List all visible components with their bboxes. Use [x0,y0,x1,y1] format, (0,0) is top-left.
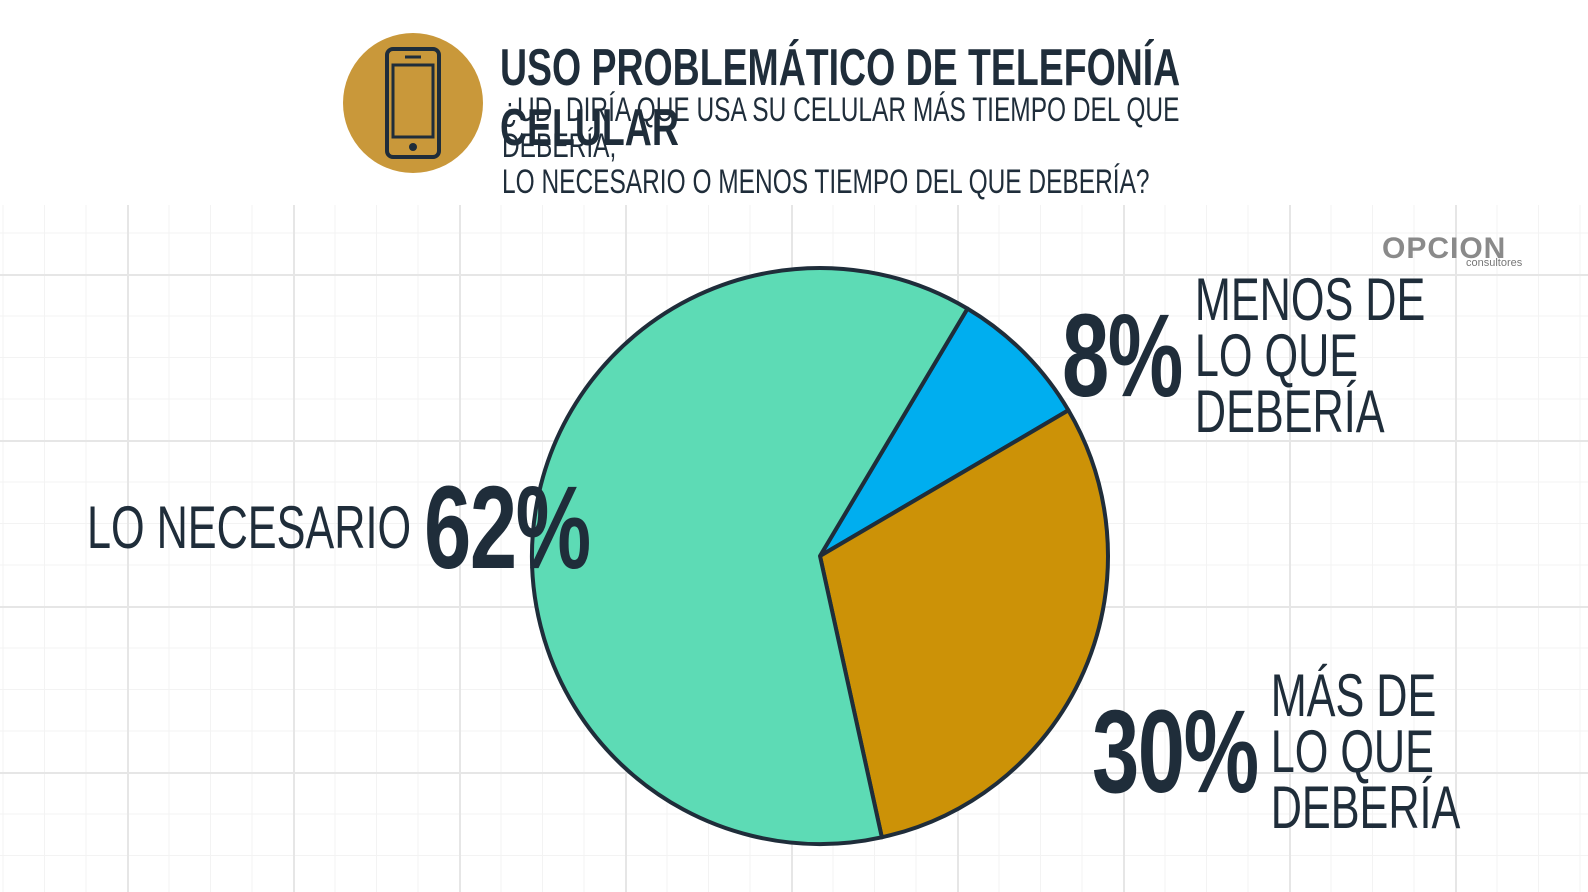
header [0,0,1588,205]
value-label: 30% [1092,686,1259,818]
phone-icon [343,33,483,173]
slice-label: LO NECESARIO 62% [74,460,591,596]
slice-label: 30% MÁS DE LO QUE DEBERÍA [1092,662,1473,841]
pie-slice [818,408,1110,840]
chart-subtitle: ¿UD. DIRÍA QUE USA SU CELULAR MÁS TIEMPO… [502,91,1180,201]
logo-tagline: consultores [1466,257,1523,269]
pie-slice [818,306,1071,558]
category-label: MÁS DE LO QUE DEBERÍA [1270,662,1461,841]
value-label: 8% [1062,290,1183,422]
category-label: LO NECESARIO [86,494,412,561]
value-label: 62% [424,462,591,594]
pie-slice [530,266,970,846]
slice-label: 8% MENOS DE LO QUE DEBERÍA [1062,266,1441,445]
chart-title: USO PROBLEMÁTICO DE TELEFONÍA CELULAR [500,39,1179,157]
category-label: MENOS DE LO QUE DEBERÍA [1194,266,1426,445]
logo: OPCION [1382,232,1507,265]
